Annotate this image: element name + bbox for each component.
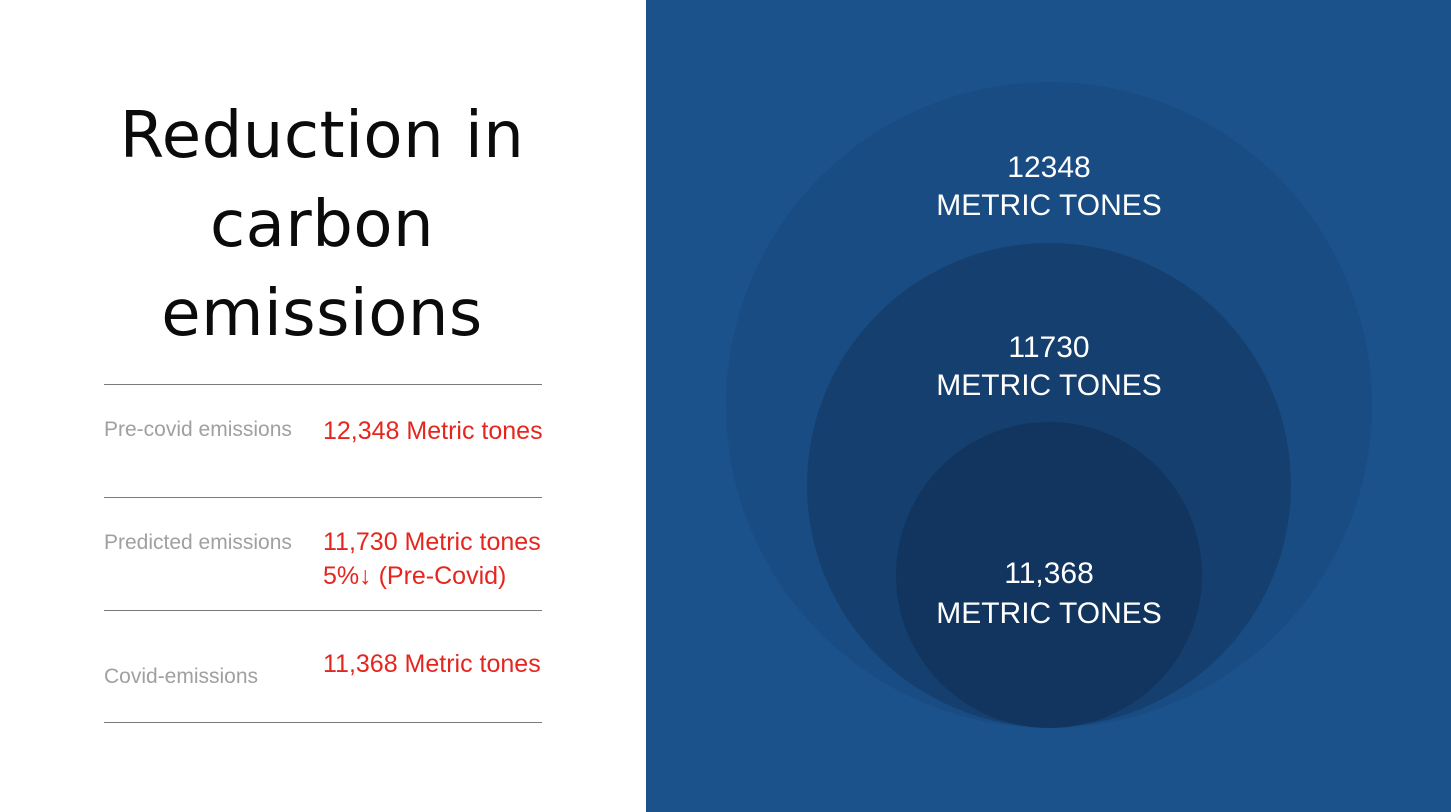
predicted-value: 11,730 Metric tones — [323, 528, 541, 556]
covid-label: Covid-emissions — [104, 665, 259, 688]
inner-circle-unit: METRIC TONES — [936, 597, 1162, 630]
circles-panel: 12348 METRIC TONES 11730 METRIC TONES 11… — [646, 0, 1451, 812]
outer-circle-unit: METRIC TONES — [936, 189, 1162, 222]
divider-1 — [104, 497, 542, 498]
left-panel: Reduction in carbon emissions Pre-covid … — [0, 0, 646, 812]
inner-circle-value: 11,368 — [1004, 557, 1094, 590]
title-line-1: Reduction in — [119, 99, 525, 173]
inner-circle-label: 11,368 METRIC TONES — [899, 554, 1199, 634]
middle-circle-label: 11730 METRIC TONES — [899, 329, 1199, 405]
outer-circle-value: 12348 — [1007, 151, 1091, 184]
inner-circle — [896, 422, 1202, 728]
pre-covid-label: Pre-covid emissions — [104, 418, 292, 441]
divider-2 — [104, 610, 542, 611]
outer-circle-label: 12348 METRIC TONES — [899, 149, 1199, 225]
pre-covid-value: 12,348 Metric tones — [323, 417, 543, 445]
slide-title: Reduction in carbon emissions — [72, 92, 572, 359]
middle-circle-unit: METRIC TONES — [936, 369, 1162, 402]
divider-bottom — [104, 722, 542, 723]
predicted-label: Predicted emissions — [104, 531, 292, 554]
title-line-3: emissions — [161, 277, 483, 351]
covid-value: 11,368 Metric tones — [323, 650, 541, 678]
middle-circle-value: 11730 — [1008, 331, 1090, 364]
title-line-2: carbon — [209, 188, 435, 262]
divider-top — [104, 384, 542, 385]
predicted-change: 5%↓ (Pre-Covid) — [323, 562, 507, 590]
